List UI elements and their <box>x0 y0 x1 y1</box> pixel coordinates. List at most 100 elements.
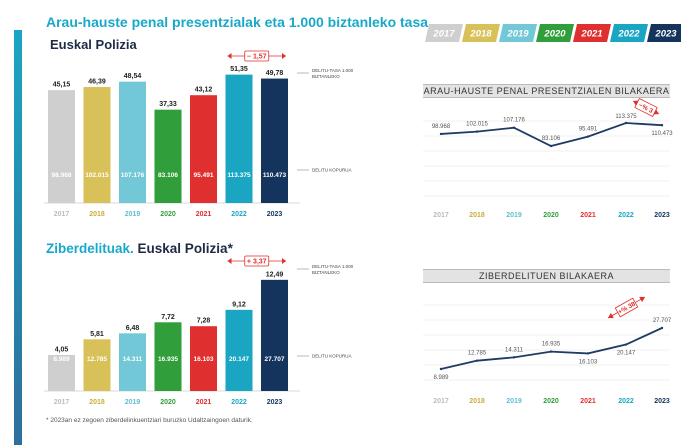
point-2023 <box>660 124 664 127</box>
legend-rate-label: BIZTANLEKO <box>312 270 340 275</box>
annotation-box <box>244 255 270 267</box>
bar-2018 <box>83 87 111 203</box>
point-label-2023: 27.707 <box>653 318 672 324</box>
bar-2022 <box>225 74 253 203</box>
tick-label-2023: 2023 <box>267 211 283 218</box>
tick-label-2019: 2019 <box>506 212 522 219</box>
rate-label-2020: 7,72 <box>161 314 175 321</box>
bar-2018 <box>83 339 111 391</box>
legend-badge-2022 <box>610 24 648 42</box>
arrow-head <box>227 53 232 59</box>
legend-rate-label: BIZTANLEKO <box>312 74 340 79</box>
chart-2-title: Ziberdelituak. Euskal Polizia* <box>46 241 233 256</box>
tick-label-2018: 2018 <box>89 399 105 406</box>
rate-label-2021: 43,12 <box>195 87 213 94</box>
legend-rate-label: DELITU-TASA 1.000 <box>312 264 354 269</box>
legend-badge-label: 2018 <box>469 29 492 40</box>
point-2021 <box>586 135 590 138</box>
count-label-2021: 16.103 <box>194 356 214 363</box>
annotation-label: + 3,37 <box>247 259 267 266</box>
point-2018 <box>475 359 479 362</box>
tick-label-2023: 2023 <box>267 399 283 406</box>
count-label-2023: 110.473 <box>263 172 287 179</box>
count-label-2019: 14.311 <box>123 356 143 363</box>
count-label-2020: 83.106 <box>158 172 178 179</box>
tick-label-2018: 2018 <box>469 212 485 219</box>
rate-label-2017: 45,15 <box>53 82 71 89</box>
arrow-head <box>608 312 614 319</box>
legend-badge-2021 <box>573 24 611 42</box>
rate-label-2022: 9,12 <box>232 301 246 308</box>
bar-2021 <box>190 95 217 203</box>
point-2019 <box>512 356 516 359</box>
count-label-2017: 8.989 <box>53 356 70 363</box>
annotation-box <box>634 98 658 117</box>
count-label-2020: 16.935 <box>158 356 178 363</box>
point-2019 <box>512 126 516 129</box>
point-label-2020: 16.935 <box>542 342 561 348</box>
tick-label-2021: 2021 <box>196 399 212 406</box>
bar-chart-cybercrimes: 4,05 8.989 2017 5,81 12.785 2018 6,48 14.311 201… <box>44 255 354 406</box>
point-2017 <box>439 367 443 371</box>
point-label-2022: 20.147 <box>617 351 636 357</box>
bar-chart-offline-crimes: 45,15 98.968 2017 46,39 102.015 2018 48,54 107.… <box>44 50 354 218</box>
rate-label-2019: 48,54 <box>124 73 142 80</box>
chart-2-title-sub: Euskal Polizia* <box>133 241 233 256</box>
series-line <box>440 327 663 370</box>
tick-label-2022: 2022 <box>618 212 634 219</box>
legend-badge-label: 2020 <box>543 29 566 40</box>
count-label-2023: 27.707 <box>265 356 285 363</box>
bar-2020 <box>154 109 182 203</box>
rate-label-2023: 49,78 <box>266 70 284 77</box>
legend-badge-2023 <box>647 24 681 42</box>
point-2023 <box>660 326 664 330</box>
point-label-2019: 107.176 <box>503 118 525 124</box>
rate-label-2017: 4,05 <box>55 346 69 353</box>
tick-label-2020: 2020 <box>543 212 559 219</box>
tick-label-2023: 2023 <box>654 398 670 405</box>
bar-2017 <box>48 354 75 391</box>
bar-2023 <box>261 279 288 391</box>
point-2022 <box>624 343 628 346</box>
legend-badge-label: 2022 <box>617 29 640 40</box>
count-label-2022: 20.147 <box>229 356 249 363</box>
tick-label-2022: 2022 <box>618 398 634 405</box>
legend-badge-label: 2023 <box>654 29 677 40</box>
chart-1-title: Arau-hauste penal presentzialak eta 1.00… <box>46 14 432 30</box>
rate-label-2020: 37,33 <box>159 101 177 108</box>
tick-label-2019: 2019 <box>125 399 141 406</box>
rate-label-2019: 6,48 <box>126 325 140 332</box>
point-label-2021: 16.103 <box>579 359 598 365</box>
legend-count-label: DELITU KOPURUA <box>312 168 352 173</box>
tick-label-2017: 2017 <box>433 398 449 405</box>
legend-badge-label: 2019 <box>506 29 529 40</box>
count-label-2019: 107.176 <box>121 172 145 179</box>
footnote: * 2023an ez zegoen ziberdelinkuentziari … <box>46 417 253 424</box>
tick-label-2018: 2018 <box>469 398 485 405</box>
count-label-2022: 113.375 <box>227 172 251 179</box>
point-label-2020: 83.106 <box>542 136 561 142</box>
tick-label-2017: 2017 <box>54 211 70 218</box>
bar-2019 <box>119 333 146 391</box>
bar-2022 <box>225 309 253 391</box>
chart-2-title-main: Ziberdelituak. <box>46 241 134 256</box>
bar-2021 <box>190 326 217 391</box>
tick-label-2021: 2021 <box>580 212 596 219</box>
point-label-2021: 95.491 <box>579 127 598 133</box>
legend-badge-2019 <box>499 24 537 42</box>
point-2022 <box>624 121 628 125</box>
rate-label-2018: 5,81 <box>90 331 104 338</box>
line-chart-offline-crimes: 98.968 2017 102.015 2018 107.176 2019 83.106 20… <box>423 98 673 219</box>
arrow-head <box>227 258 232 264</box>
point-label-2019: 14.311 <box>505 347 524 353</box>
tick-label-2019: 2019 <box>506 398 522 405</box>
legend-badge-2017 <box>425 24 463 42</box>
bar-2019 <box>119 81 146 203</box>
tick-label-2022: 2022 <box>231 211 247 218</box>
annotation-label: − 1,57 <box>247 54 267 61</box>
tick-label-2020: 2020 <box>160 399 176 406</box>
tick-label-2017: 2017 <box>433 212 449 219</box>
arrow-head <box>282 53 286 59</box>
line-chart-1-title: ARAU-HAUSTE PENAL PRESENTZIALEN BILAKAER… <box>423 84 670 98</box>
tick-label-2019: 2019 <box>125 211 141 218</box>
